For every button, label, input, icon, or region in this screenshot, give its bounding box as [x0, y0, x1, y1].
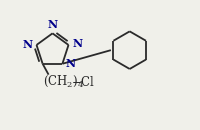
Text: (CH$_{\mathregular{2}}$)$_{\mathregular{4}}$: (CH$_{\mathregular{2}}$)$_{\mathregular{… — [43, 74, 84, 89]
Text: N: N — [23, 40, 33, 50]
Text: $-$Cl: $-$Cl — [71, 75, 96, 89]
Text: N: N — [47, 19, 58, 30]
Text: N: N — [72, 38, 82, 49]
Text: N: N — [65, 58, 75, 69]
